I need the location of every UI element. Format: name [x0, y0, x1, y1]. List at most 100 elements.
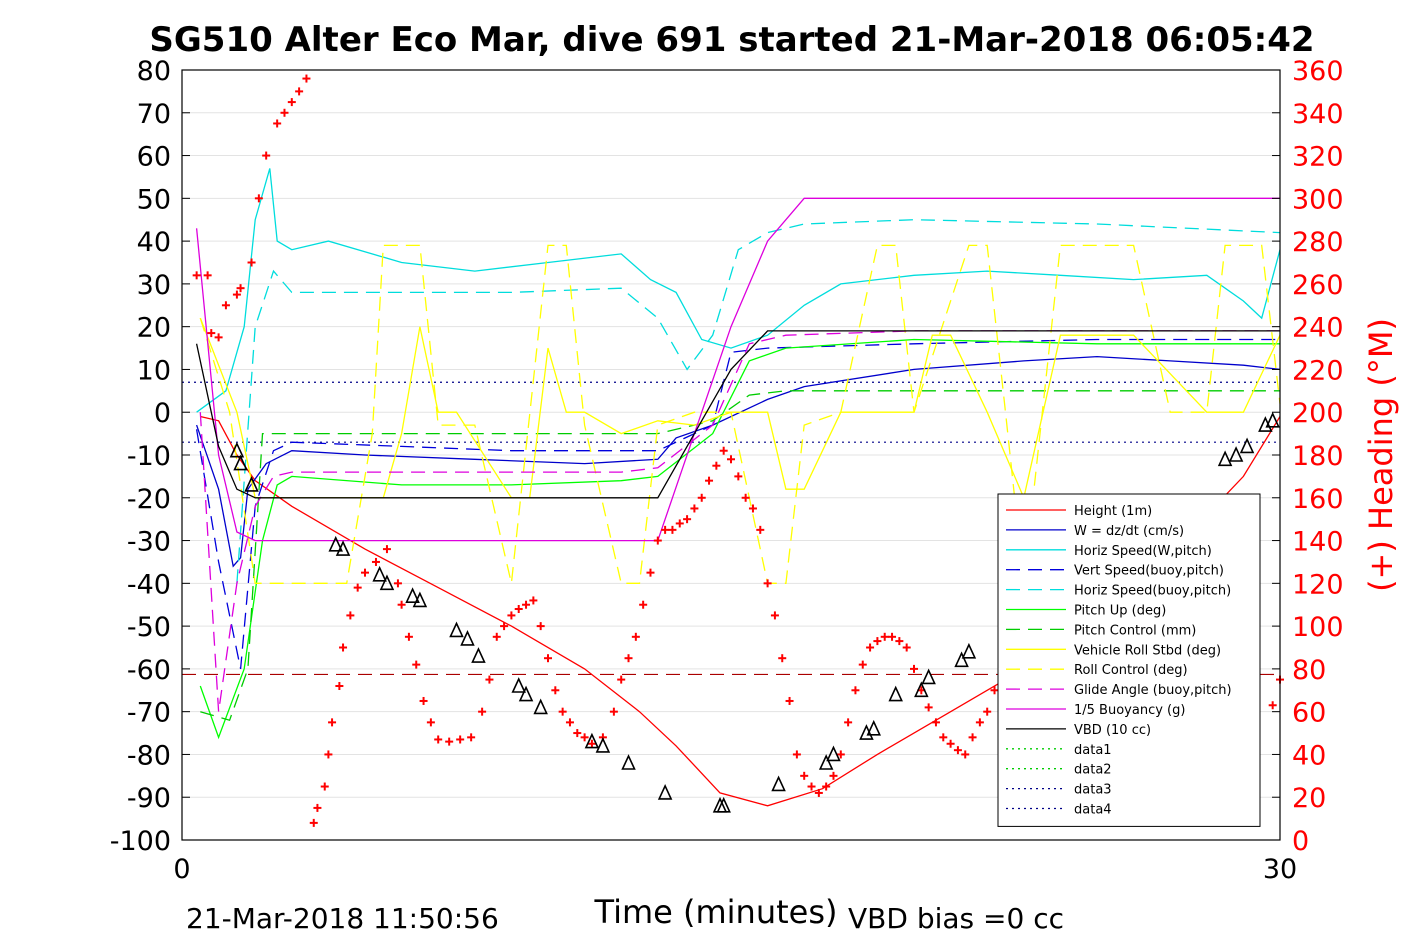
marker-triangle [595, 736, 611, 753]
heading-point [536, 622, 545, 631]
marker-triangle [1239, 437, 1255, 454]
x-tick-label: 0 [173, 854, 190, 885]
right-axis-label: (+) Heading (°M) [1362, 318, 1400, 592]
marker-triangle [244, 476, 259, 492]
heading-point [478, 707, 487, 716]
right-tick-label: 140 [1292, 527, 1344, 558]
left-tick-label: -60 [127, 655, 171, 686]
right-tick-label: 20 [1292, 783, 1326, 814]
heading-point [653, 536, 662, 545]
heading-point [895, 637, 904, 646]
heading-point [346, 611, 355, 620]
left-tick-label: -10 [127, 441, 171, 472]
right-tick-label: 40 [1292, 740, 1326, 771]
heading-point [320, 782, 329, 791]
heading-point [232, 290, 241, 299]
heading-point [203, 271, 212, 280]
chart-title: SG510 Alter Eco Mar, dive 691 started 21… [149, 20, 1314, 60]
heading-point [328, 718, 337, 727]
heading-point [661, 525, 670, 534]
right-tick-label: 120 [1292, 569, 1344, 600]
right-tick-label: 100 [1292, 612, 1344, 643]
heading-point [888, 632, 897, 641]
series-line [199, 330, 1280, 712]
x-axis-label: Time (minutes) [594, 893, 838, 931]
heading-point [361, 568, 369, 577]
marker-triangle [961, 642, 977, 659]
heading-point [873, 637, 882, 646]
heading-point [924, 703, 933, 712]
heading-point [544, 654, 552, 663]
marker-triangle [584, 732, 600, 749]
left-tick-label: 20 [137, 313, 171, 344]
marker-triangle [716, 796, 731, 813]
left-tick-label: -30 [127, 527, 171, 558]
marker-triangle [405, 587, 420, 603]
right-tick-label: 200 [1292, 398, 1344, 429]
legend: Height (1m) W = dz/dt (cm/s) Horiz Speed(W… [997, 493, 1261, 827]
legend-label: Vehicle Roll Stbd (deg) [1074, 643, 1221, 658]
series-layer [195, 168, 1281, 807]
marker-triangle [1265, 411, 1280, 428]
marker-triangle [657, 784, 673, 800]
marker-triangle [866, 719, 881, 736]
left-axis: 80 70 60 50 40 30 20 10 0 -10 -20 -30 -40 -50 -60 -70 -8… [110, 56, 190, 857]
heading-point [280, 108, 289, 117]
right-tick-label: 260 [1292, 270, 1344, 301]
series-line [195, 197, 1280, 542]
heading-point [295, 87, 304, 96]
marker-triangle [888, 685, 903, 702]
series-line [199, 244, 1281, 584]
legend-label: Pitch Up (deg) [1074, 604, 1166, 619]
marker-triangle [233, 454, 248, 471]
heading-point [397, 600, 406, 609]
heading-point [866, 643, 875, 652]
heading-point [287, 98, 296, 107]
heading-point [953, 746, 962, 755]
heading-point [426, 718, 435, 727]
left-tick-label: 30 [137, 270, 171, 301]
heading-point [836, 750, 845, 759]
footer-timestamp: 21-Mar-2018 11:50:56 [186, 902, 499, 935]
heading-point [844, 718, 853, 727]
marker-triangle [818, 754, 834, 770]
heading-point [492, 632, 501, 641]
right-tick-label: 220 [1292, 355, 1344, 386]
left-tick-label: 60 [137, 142, 171, 173]
marker-triangle [335, 540, 351, 556]
x-tick-label: 30 [1263, 854, 1297, 885]
heading-point [324, 750, 333, 759]
heading-point [946, 739, 955, 748]
series-line [195, 330, 1280, 499]
heading-point [975, 718, 984, 727]
heading-point [778, 654, 787, 663]
heading-point [507, 611, 516, 620]
marker-triangle [621, 754, 636, 770]
heading-point [719, 446, 728, 455]
heading-point [727, 455, 735, 464]
heading-point [807, 782, 816, 791]
left-tick-label: -70 [127, 698, 171, 729]
heading-point [800, 771, 809, 780]
right-tick-label: 60 [1292, 698, 1326, 729]
heading-point [558, 707, 567, 716]
heading-point [587, 739, 596, 748]
series-line [195, 338, 1280, 670]
right-tick-label: 0 [1292, 826, 1309, 857]
series-line [196, 168, 1281, 413]
heading-point [573, 729, 582, 738]
marker-triangle [1217, 450, 1233, 467]
left-tick-label: 10 [137, 355, 171, 386]
left-tick-label: 50 [137, 184, 171, 215]
heading-point [551, 686, 560, 695]
heading-point [690, 504, 699, 513]
right-tick-label: 360 [1292, 56, 1344, 87]
heading-point [434, 735, 443, 744]
right-tick-label: 80 [1292, 655, 1326, 686]
heading-point [756, 525, 765, 534]
legend-label: VBD (10 cc) [1074, 723, 1151, 738]
right-tick-label: 320 [1292, 142, 1344, 173]
heading-point [192, 271, 201, 280]
heading-point [254, 194, 263, 203]
legend-label: 1/5 Buoyancy (g) [1074, 703, 1185, 718]
